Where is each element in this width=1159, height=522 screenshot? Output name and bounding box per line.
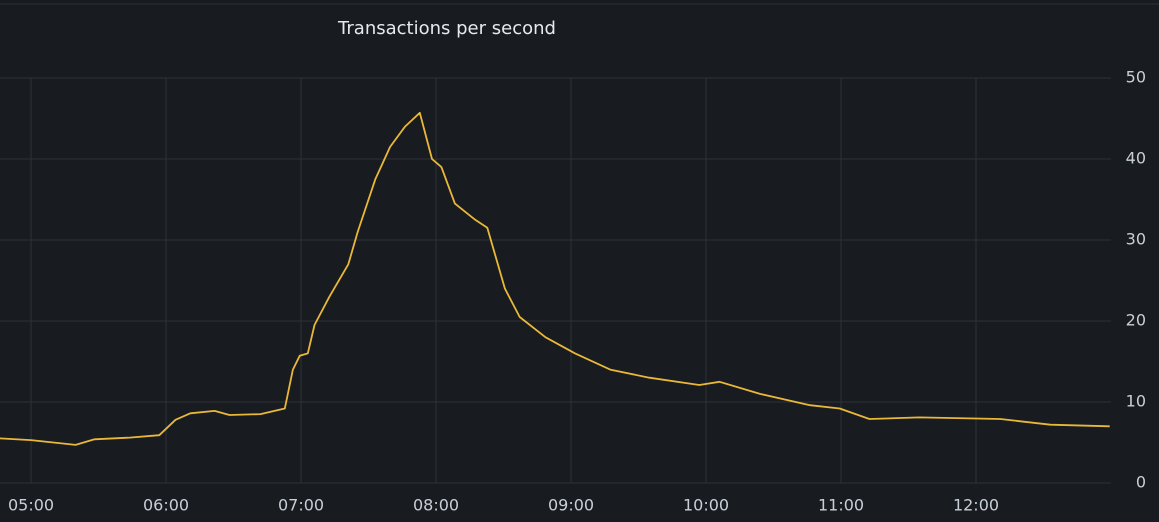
x-tick-label: 06:00 — [143, 496, 189, 515]
y-tick-label: 50 — [1126, 68, 1146, 87]
x-tick-label: 07:00 — [278, 496, 324, 515]
y-tick-label: 40 — [1126, 149, 1146, 168]
x-tick-label: 08:00 — [413, 496, 459, 515]
series-line — [0, 111, 1110, 446]
y-tick-label: 10 — [1126, 392, 1146, 411]
x-tick-label: 09:00 — [548, 496, 594, 515]
x-tick-label: 05:00 — [8, 496, 54, 515]
y-tick-label: 20 — [1126, 311, 1146, 330]
y-tick-label: 30 — [1126, 230, 1146, 249]
y-tick-label: 0 — [1136, 473, 1146, 492]
x-tick-label: 11:00 — [818, 496, 864, 515]
x-tick-label: 10:00 — [683, 496, 729, 515]
panel-title: Transactions per second — [337, 18, 556, 39]
x-tick-label: 12:00 — [953, 496, 999, 515]
